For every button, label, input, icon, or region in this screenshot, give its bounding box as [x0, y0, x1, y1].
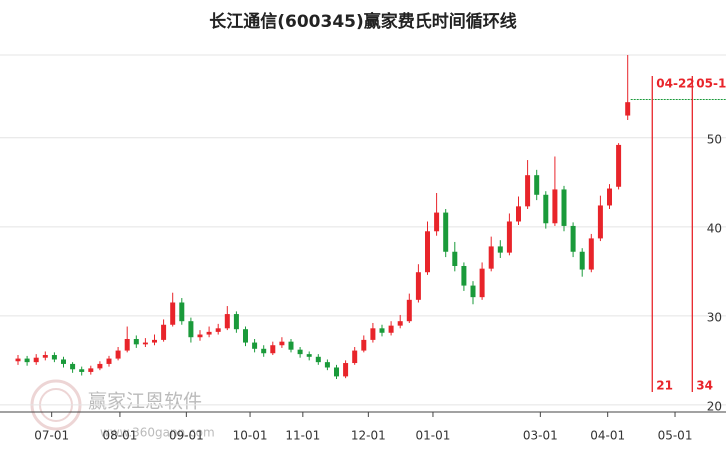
candle-body [42, 355, 48, 358]
candle-body [88, 368, 94, 372]
watermark-url: www.360gann.com [100, 426, 215, 440]
candle-body [415, 272, 421, 300]
candle-body [224, 314, 230, 329]
candle-body [170, 302, 176, 325]
candle-body [452, 251, 458, 266]
candle-body [24, 358, 30, 363]
candle-body [142, 342, 148, 345]
x-tick-label: 09-01 [169, 429, 204, 443]
candle-body [33, 357, 39, 363]
x-tick-label: 11-01 [285, 429, 320, 443]
x-tick-label: 05-01 [658, 429, 693, 443]
candle-body [370, 328, 376, 340]
candle-body [279, 341, 285, 346]
candle-body [579, 251, 585, 270]
candle-body [188, 321, 194, 338]
candle-body [133, 338, 139, 345]
candle-body [61, 359, 66, 364]
candle-body [561, 189, 567, 226]
candle-body [197, 334, 203, 338]
cycle-days: 21 [656, 379, 673, 393]
candle-body [361, 339, 367, 351]
y-tick-label: 20 [707, 399, 722, 413]
candle-body [443, 212, 449, 252]
candle-body [79, 369, 85, 372]
candle-body [625, 102, 631, 116]
candle-body [179, 302, 185, 322]
candle-body [297, 349, 303, 355]
x-tick-label: 03-01 [523, 429, 558, 443]
candle-body [288, 341, 294, 350]
candle-body [115, 350, 121, 359]
candle-body [51, 355, 57, 360]
y-tick-label: 50 [707, 132, 722, 146]
candle-body [215, 328, 221, 332]
candle-body [15, 358, 21, 362]
candle-body [243, 329, 248, 343]
candle-body [206, 331, 212, 335]
candle-body [324, 362, 330, 368]
candle-body [306, 354, 312, 357]
candle-body [252, 342, 258, 349]
cycle-days: 34 [696, 379, 713, 393]
candle-body [543, 194, 549, 224]
candle-body [106, 358, 112, 364]
candle-body [379, 328, 385, 333]
candle-body [270, 345, 276, 354]
x-tick-label: 12-01 [351, 429, 386, 443]
candle-body [506, 221, 512, 253]
candle-body [434, 212, 440, 232]
x-tick-label: 10-01 [233, 429, 268, 443]
candle-body [470, 285, 476, 298]
candle-body [334, 367, 339, 377]
candle-body [97, 363, 103, 369]
candle-body [616, 144, 622, 187]
chart-title: 长江通信(600345)赢家费氏时间循环线 [209, 11, 517, 32]
candle-body [534, 175, 540, 195]
y-tick-label: 40 [707, 221, 722, 235]
y-tick-label: 30 [707, 310, 722, 324]
candle-body [233, 314, 239, 330]
candle-body [124, 338, 130, 351]
x-tick-label: 01-01 [416, 429, 451, 443]
candle-body [488, 246, 494, 269]
candle-body [352, 350, 358, 364]
cycle-date: 05-13 [696, 77, 726, 91]
x-tick-label: 07-01 [34, 429, 69, 443]
candle-body [525, 175, 531, 207]
candle-body [607, 188, 612, 206]
candle-body [315, 356, 321, 363]
candle-body [461, 265, 467, 286]
candle-body [552, 189, 558, 224]
candle-body [425, 231, 430, 273]
candle-body [261, 348, 267, 354]
candle-body [570, 225, 576, 252]
x-tick-label: 04-01 [590, 429, 625, 443]
watermark-text: 赢家江恩软件 [88, 391, 202, 413]
candle-body [406, 299, 412, 322]
candle-body [152, 339, 157, 343]
candle-body [343, 363, 349, 377]
candle-body [588, 238, 594, 270]
candle-body [70, 363, 76, 370]
candle-body [388, 325, 394, 333]
cycle-date: 04-22 [656, 77, 694, 91]
candle-body [516, 206, 521, 222]
candle-body [479, 268, 485, 298]
candle-body [161, 324, 167, 340]
candle-body [597, 205, 603, 239]
x-tick-label: 08-01 [102, 429, 137, 443]
candle-body [497, 246, 503, 253]
candle-body [397, 321, 403, 326]
